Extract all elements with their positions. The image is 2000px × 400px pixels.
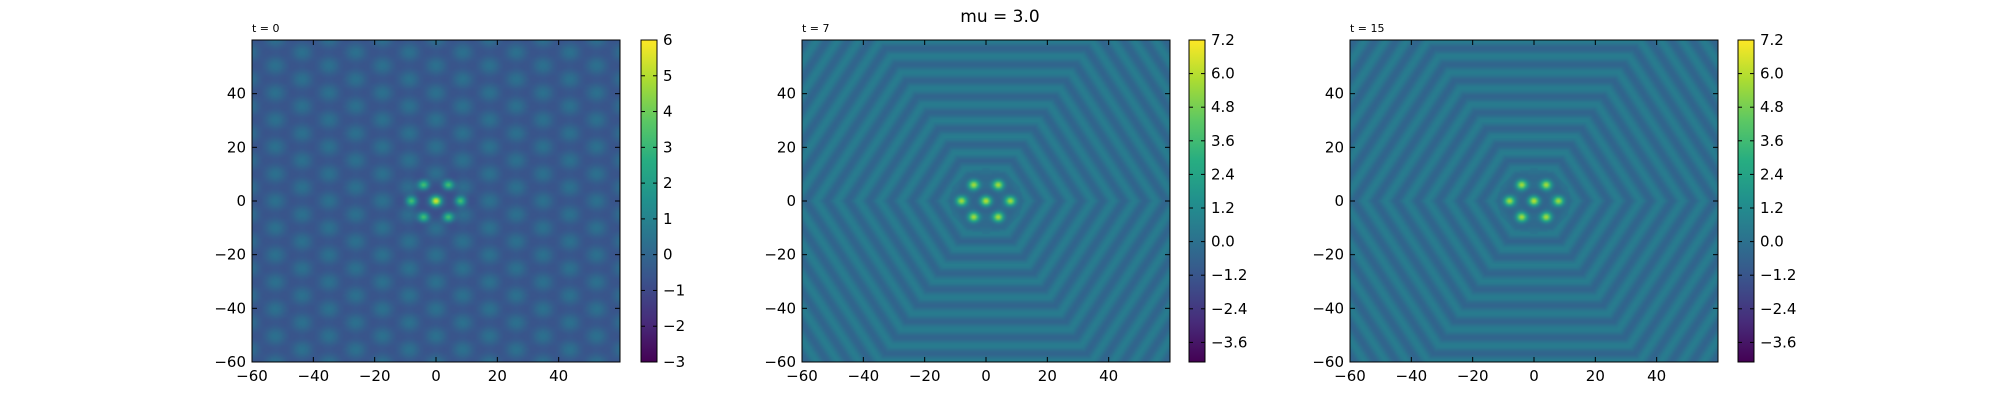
y-tick-label: 40 bbox=[227, 85, 246, 103]
colorbar bbox=[641, 40, 657, 362]
colorbar-tick-label: −2.4 bbox=[1760, 300, 1796, 318]
colorbar-tick-label: 6.0 bbox=[1211, 65, 1235, 83]
y-tick-label: 20 bbox=[777, 138, 796, 156]
colorbar-tick-label: 7.2 bbox=[1211, 31, 1235, 49]
colorbar-tick-label: 6 bbox=[663, 31, 673, 49]
colorbar-tick-label: −3.6 bbox=[1211, 333, 1247, 351]
subplot-title: t = 7 bbox=[802, 22, 830, 35]
y-tick-label: −60 bbox=[214, 353, 246, 371]
x-tick-label: −40 bbox=[848, 367, 880, 385]
colorbar-tick-label: −2 bbox=[663, 317, 685, 335]
y-tick-label: 0 bbox=[1334, 192, 1344, 210]
x-tick-label: 40 bbox=[549, 367, 568, 385]
subplot-title: t = 0 bbox=[252, 22, 280, 35]
colorbar-tick-label: −3.6 bbox=[1760, 333, 1796, 351]
colorbar-tick-label: 2 bbox=[663, 174, 673, 192]
x-tick-label: 40 bbox=[1647, 367, 1666, 385]
colorbar-tick-label: −2.4 bbox=[1211, 300, 1247, 318]
x-tick-label: 20 bbox=[1038, 367, 1057, 385]
colorbar-tick-label: 1.2 bbox=[1760, 199, 1784, 217]
colorbar-tick-label: −1.2 bbox=[1211, 266, 1247, 284]
colorbar-tick-label: 1.2 bbox=[1211, 199, 1235, 217]
y-tick-label: 20 bbox=[227, 138, 246, 156]
y-tick-label: −60 bbox=[1312, 353, 1344, 371]
colorbar-tick-label: 5 bbox=[663, 67, 673, 85]
colorbar-frame bbox=[640, 39, 658, 363]
x-tick-label: 0 bbox=[981, 367, 991, 385]
colorbar-tick-label: 1 bbox=[663, 210, 673, 228]
x-tick-label: −60 bbox=[236, 367, 268, 385]
x-tick-label: −60 bbox=[786, 367, 818, 385]
x-tick-label: −40 bbox=[1396, 367, 1428, 385]
y-tick-label: −20 bbox=[1312, 246, 1344, 264]
colorbar bbox=[1189, 40, 1205, 362]
x-tick-label: −20 bbox=[359, 367, 391, 385]
x-tick-label: 40 bbox=[1099, 367, 1118, 385]
colorbar-tick-label: 3 bbox=[663, 138, 673, 156]
figure-suptitle: mu = 3.0 bbox=[960, 7, 1039, 27]
x-tick-label: −20 bbox=[909, 367, 941, 385]
colorbar-tick-label: 0 bbox=[663, 246, 673, 264]
colorbar-tick-label: 4.8 bbox=[1211, 98, 1235, 116]
y-tick-label: −20 bbox=[764, 246, 796, 264]
x-tick-label: 0 bbox=[431, 367, 441, 385]
colorbar-tick-label: 2.4 bbox=[1211, 165, 1235, 183]
y-tick-label: 0 bbox=[786, 192, 796, 210]
x-tick-label: 0 bbox=[1529, 367, 1539, 385]
y-tick-label: −40 bbox=[1312, 299, 1344, 317]
colorbar-tick-label: 7.2 bbox=[1760, 31, 1784, 49]
colorbar-tick-label: −1.2 bbox=[1760, 266, 1796, 284]
x-tick-label: 20 bbox=[1586, 367, 1605, 385]
colorbar-tick-label: −3 bbox=[663, 353, 685, 371]
y-tick-label: 0 bbox=[236, 192, 246, 210]
colorbar-tick-label: 0.0 bbox=[1211, 233, 1235, 251]
y-tick-label: 40 bbox=[777, 85, 796, 103]
subplot-3: t = 15 −60 −40 −20 0 20 40 −60 −40 −20 0 20 40 −3.6 −2… bbox=[1312, 22, 1796, 385]
colorbar-tick-label: 3.6 bbox=[1760, 132, 1784, 150]
subplot-title: t = 15 bbox=[1350, 22, 1385, 35]
heatmap-image bbox=[252, 40, 620, 362]
heatmap-image bbox=[1350, 40, 1718, 362]
colorbar-tick-label: 3.6 bbox=[1211, 132, 1235, 150]
colorbar-tick-label: 2.4 bbox=[1760, 165, 1784, 183]
subplot-1: t = 0 −60 −40 −20 0 20 40 −60 −40 −20 0 20 40 −3 −2 −1 0… bbox=[214, 22, 685, 385]
colorbar-tick-label: −1 bbox=[663, 281, 685, 299]
colorbar-tick-label: 0.0 bbox=[1760, 233, 1784, 251]
heatmap-image bbox=[802, 40, 1170, 362]
x-tick-label: −20 bbox=[1457, 367, 1489, 385]
y-tick-label: 20 bbox=[1325, 138, 1344, 156]
y-tick-label: −20 bbox=[214, 246, 246, 264]
colorbar-tick-label: 4.8 bbox=[1760, 98, 1784, 116]
x-tick-label: −40 bbox=[298, 367, 330, 385]
colorbar-frame bbox=[1188, 39, 1206, 363]
y-tick-label: 40 bbox=[1325, 85, 1344, 103]
y-tick-label: −60 bbox=[764, 353, 796, 371]
y-tick-label: −40 bbox=[764, 299, 796, 317]
x-tick-label: 20 bbox=[488, 367, 507, 385]
colorbar bbox=[1738, 40, 1754, 362]
subplot-2: t = 7 −60 −40 −20 0 20 40 −60 −40 −20 0 20 40 −3.6 −2.… bbox=[764, 22, 1247, 385]
y-tick-label: −40 bbox=[214, 299, 246, 317]
colorbar-tick-label: 4 bbox=[663, 103, 673, 121]
colorbar-tick-label: 6.0 bbox=[1760, 65, 1784, 83]
x-tick-label: −60 bbox=[1334, 367, 1366, 385]
colorbar-frame bbox=[1737, 39, 1755, 363]
